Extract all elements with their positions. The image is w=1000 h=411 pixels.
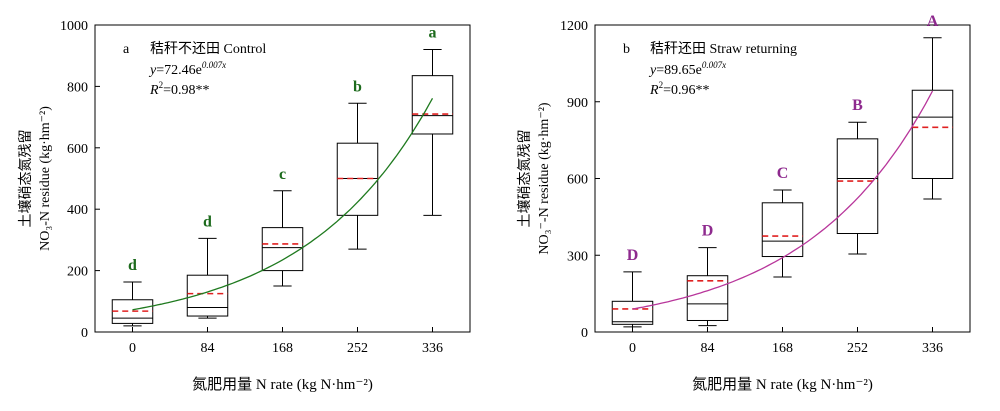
y-axis-label-cn: 土壤硝态氮残留 — [17, 130, 34, 228]
box-0: d — [111, 257, 154, 327]
panel-b: 0 300 600 900 1200 0 84 168 252 336 D D C B Ab 秸秆还田 Str… — [516, 13, 971, 393]
equation-y: y — [148, 63, 157, 78]
panel-title: 秸秆还田 Straw returning — [650, 41, 797, 57]
r2-rest: =0.98** — [163, 83, 209, 98]
fit-equation: y=89.65e0.007x — [648, 60, 726, 78]
r2-sup: 2 — [659, 80, 664, 90]
x-axis-label: 氮肥用量 N rate (kg N·hm⁻²) — [192, 376, 373, 393]
x-tick-label: 336 — [422, 341, 443, 356]
equation-base: =72.46e — [156, 63, 202, 78]
box-336: A — [911, 13, 954, 200]
significance-letter: d — [128, 257, 137, 274]
equation-exponent: 0.007x — [202, 60, 226, 70]
box-336: a — [411, 25, 454, 216]
y-tick-label: 1000 — [60, 19, 88, 34]
iqr-box — [761, 202, 804, 258]
iqr-box — [836, 138, 879, 235]
significance-letter: a — [429, 25, 437, 42]
y-tick-label: 1200 — [560, 19, 588, 34]
y-tick-label: 600 — [567, 173, 588, 188]
significance-letter: D — [702, 223, 714, 240]
equation-base: =89.65e — [656, 63, 702, 78]
y-axis-label-cn: 土壤硝态氮残留 — [516, 130, 533, 228]
iqr-box — [261, 227, 304, 272]
box-168: C — [761, 165, 804, 278]
x-axis-label: 氮肥用量 N rate (kg N·hm⁻²) — [692, 376, 873, 393]
panel-letter: b — [623, 42, 630, 57]
x-tick-label: 84 — [201, 341, 215, 356]
panel-a: 0 200 400 600 800 1000 0 84 168 252 336 d d c b a a 秸秆不还田… — [17, 19, 471, 393]
fit-curve — [132, 97, 434, 311]
r2-r: R — [649, 83, 659, 98]
y-tick-label: 400 — [67, 203, 88, 218]
y-tick-label: 800 — [67, 80, 88, 95]
x-tick-label: 0 — [129, 341, 136, 356]
significance-letter: C — [777, 165, 789, 182]
significance-letter: A — [927, 13, 939, 30]
x-tick-label: 0 — [629, 341, 636, 356]
y-tick-label: 900 — [567, 96, 588, 111]
iqr-box — [611, 300, 654, 325]
y-axis-label-en: NO₃-N residue (kg·hm⁻²) — [38, 106, 53, 251]
panel-letter: a — [123, 42, 130, 57]
significance-letter: c — [279, 166, 286, 183]
y-tick-label: 200 — [67, 265, 88, 280]
fit-curve — [632, 90, 934, 310]
significance-letter: B — [852, 97, 863, 114]
iqr-box — [411, 75, 454, 135]
significance-letter: D — [627, 247, 639, 264]
x-tick-label: 336 — [922, 341, 943, 356]
iqr-box — [911, 89, 954, 179]
box-252: b — [336, 78, 379, 250]
equation-y: y — [648, 63, 657, 78]
box-84: d — [186, 213, 229, 319]
x-tick-label: 168 — [772, 341, 793, 356]
fit-equation: y=72.46e0.007x — [148, 60, 226, 78]
y-tick-label: 0 — [81, 326, 88, 341]
box-168: c — [261, 166, 304, 287]
y-tick-label: 0 — [581, 326, 588, 341]
y-axis-label-en: NO₃⁻-N residue (kg·hm⁻²) — [537, 102, 552, 254]
r2-rest: =0.96** — [663, 83, 709, 98]
x-tick-label: 168 — [272, 341, 293, 356]
y-tick-label: 300 — [567, 249, 588, 264]
iqr-box — [686, 275, 729, 321]
significance-letter: d — [203, 213, 212, 230]
x-tick-label: 252 — [847, 341, 868, 356]
r-squared: R2=0.96** — [649, 80, 709, 98]
equation-exponent: 0.007x — [702, 60, 726, 70]
x-tick-label: 252 — [347, 341, 368, 356]
r2-sup: 2 — [159, 80, 164, 90]
x-tick-label: 84 — [701, 341, 715, 356]
y-tick-label: 600 — [67, 142, 88, 157]
box-252: B — [836, 97, 879, 255]
r-squared: R2=0.98** — [149, 80, 209, 98]
box-0: D — [611, 247, 654, 328]
r2-r: R — [149, 83, 159, 98]
box-84: D — [686, 223, 729, 327]
panel-title: 秸秆不还田 Control — [150, 41, 266, 57]
significance-letter: b — [353, 78, 362, 95]
